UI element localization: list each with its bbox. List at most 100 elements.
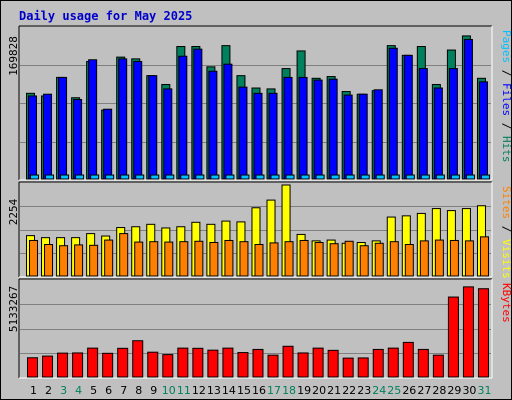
bar-files-15	[238, 86, 248, 180]
bar-kbytes-29	[447, 296, 459, 378]
bar-pages-12	[195, 174, 205, 180]
bar-files-13	[208, 70, 218, 180]
day-label-19: 19	[297, 384, 311, 397]
bar-sites-2	[44, 244, 54, 277]
bar-kbytes-14	[222, 347, 234, 378]
bar-files-31	[478, 81, 488, 180]
legend-item-1-2: Visits	[500, 239, 511, 279]
bar-pages-13	[210, 174, 220, 180]
bar-files-7	[118, 58, 128, 180]
bar-sites-5	[89, 244, 99, 277]
bar-files-21	[328, 78, 338, 180]
day-label-24: 24	[372, 384, 386, 397]
y-max-label-0: 169828	[7, 36, 20, 76]
bar-sites-6	[104, 239, 114, 277]
bar-sites-18	[284, 241, 294, 277]
day-label-13: 13	[207, 384, 221, 397]
bar-pages-8	[135, 174, 145, 180]
bar-kbytes-17	[267, 354, 279, 378]
day-label-16: 16	[252, 384, 266, 397]
bar-pages-14	[225, 174, 235, 180]
bar-pages-31	[480, 174, 490, 180]
bar-sites-11	[179, 241, 189, 277]
legend-2: KBytes	[500, 283, 511, 323]
day-label-21: 21	[327, 384, 341, 397]
bar-files-30	[463, 38, 473, 180]
bar-pages-2	[45, 174, 55, 180]
legend-item-0-1: /	[500, 63, 511, 83]
bar-files-8	[133, 61, 143, 180]
bar-pages-6	[105, 174, 115, 180]
bar-pages-20	[315, 174, 325, 180]
day-label-26: 26	[402, 384, 416, 397]
bar-pages-30	[465, 174, 475, 180]
day-label-27: 27	[417, 384, 431, 397]
bar-sites-16	[254, 244, 264, 277]
bar-files-4	[73, 99, 83, 180]
bar-sites-30	[464, 240, 474, 277]
bar-pages-1	[30, 174, 39, 180]
bar-files-22	[343, 94, 353, 180]
day-label-14: 14	[222, 384, 236, 397]
bar-sites-8	[134, 241, 144, 277]
legend-item-0-2: Files	[500, 83, 511, 116]
day-label-2: 2	[45, 384, 52, 397]
bar-kbytes-27	[417, 348, 429, 378]
bar-files-26	[403, 54, 413, 180]
bar-sites-22	[344, 240, 354, 277]
day-label-10: 10	[162, 384, 176, 397]
bar-pages-15	[240, 174, 250, 180]
bar-pages-18	[285, 174, 295, 180]
bar-files-12	[193, 48, 203, 180]
bar-files-24	[373, 89, 383, 180]
bar-kbytes-9	[147, 351, 159, 378]
day-label-28: 28	[432, 384, 446, 397]
legend-item-1-1: /	[500, 219, 511, 239]
y-max-label-2: 5133267	[7, 286, 20, 332]
bar-kbytes-2	[42, 355, 54, 378]
bar-pages-19	[300, 174, 310, 180]
bar-kbytes-19	[297, 352, 309, 378]
day-label-18: 18	[282, 384, 296, 397]
bar-kbytes-20	[312, 347, 324, 378]
day-label-4: 4	[75, 384, 82, 397]
bar-sites-12	[194, 240, 204, 277]
bar-kbytes-13	[207, 349, 219, 378]
bar-files-23	[358, 93, 368, 180]
bar-kbytes-24	[372, 348, 384, 378]
bar-pages-23	[360, 174, 370, 180]
day-label-15: 15	[237, 384, 251, 397]
bar-kbytes-8	[132, 340, 144, 378]
bar-files-20	[313, 79, 323, 180]
y-max-label-1: 2254	[7, 198, 20, 225]
bar-sites-21	[329, 243, 339, 277]
bar-kbytes-22	[342, 357, 354, 378]
day-label-25: 25	[387, 384, 401, 397]
legend-item-0-3: /	[500, 116, 511, 136]
bar-kbytes-21	[327, 349, 339, 378]
bar-sites-31	[479, 236, 489, 277]
bar-sites-17	[269, 242, 279, 277]
bar-kbytes-18	[282, 345, 294, 378]
bar-pages-27	[420, 174, 430, 180]
bar-kbytes-5	[87, 347, 99, 378]
bar-sites-10	[164, 241, 174, 277]
bar-pages-16	[255, 174, 265, 180]
bar-sites-20	[314, 241, 324, 277]
bar-kbytes-23	[357, 357, 369, 378]
bar-files-14	[223, 63, 233, 180]
bar-pages-7	[120, 174, 130, 180]
bar-files-11	[178, 55, 188, 180]
bar-sites-3	[59, 245, 69, 277]
bar-kbytes-6	[102, 352, 114, 378]
bar-pages-11	[180, 174, 190, 180]
bar-files-29	[448, 68, 458, 180]
bar-kbytes-25	[387, 347, 399, 378]
day-label-30: 30	[462, 384, 476, 397]
bar-files-3	[58, 76, 68, 180]
bar-kbytes-4	[72, 352, 84, 378]
bar-sites-19	[299, 239, 309, 277]
day-label-9: 9	[150, 384, 157, 397]
bar-sites-14	[224, 239, 234, 277]
legend-1: Sites / Visits	[500, 186, 511, 279]
